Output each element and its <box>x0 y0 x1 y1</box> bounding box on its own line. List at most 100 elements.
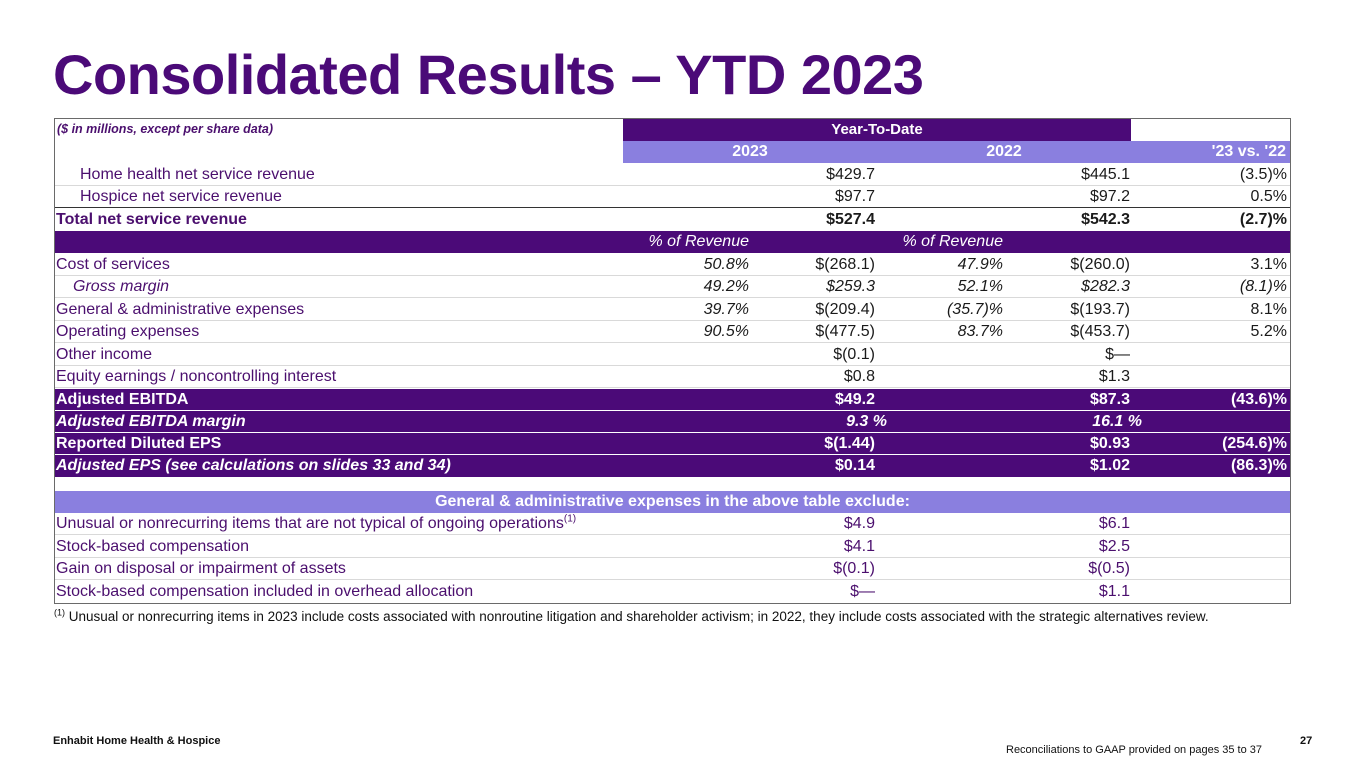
row-label: Gross margin <box>73 278 170 295</box>
exclusions-header: General & administrative expenses in the… <box>55 491 1290 513</box>
column-header-row: 2023 2022 '23 vs. '22 <box>623 141 1290 163</box>
row-label: Stock-based compensation <box>56 538 249 555</box>
value-change: 3.1% <box>1250 256 1287 273</box>
value-2022: $1.1 <box>1098 583 1130 600</box>
value-2022: $542.3 <box>1081 211 1130 228</box>
table-header-row: ($ in millions, except per share data) Y… <box>55 119 1290 141</box>
table-row: Hospice net service revenue $97.7 $97.2 … <box>55 186 1290 208</box>
pct-2023: 49.2% <box>703 278 749 295</box>
table-row: Gross margin 49.2% $259.3 52.1% $282.3 (… <box>55 276 1290 298</box>
row-label: Reported Diluted EPS <box>56 435 222 452</box>
table-row-highlight: Adjusted EPS (see calculations on slides… <box>55 455 1290 477</box>
value-2022: $6.1 <box>1098 515 1130 532</box>
value-2022: $2.5 <box>1098 538 1130 555</box>
table-row: Unusual or nonrecurring items that are n… <box>55 513 1290 535</box>
value-2023: $0.14 <box>834 457 875 474</box>
table-row: Other income $(0.1) $— <box>55 344 1290 366</box>
row-label: Gain on disposal or impairment of assets <box>56 560 346 577</box>
value-change: (86.3)% <box>1230 457 1287 474</box>
col-2022-header: 2022 <box>986 143 1022 160</box>
value-change: 0.5% <box>1250 188 1287 205</box>
row-label-text: Unusual or nonrecurring items that are n… <box>56 515 564 532</box>
value-2023: $0.8 <box>843 368 875 385</box>
page-number: 27 <box>1300 735 1313 747</box>
value-2023: $429.7 <box>826 166 875 183</box>
value-change: (43.6)% <box>1230 391 1287 408</box>
pct-2023: 50.8% <box>703 256 749 273</box>
row-label: Cost of services <box>56 256 170 273</box>
footer-company: Enhabit Home Health & Hospice <box>53 735 221 747</box>
pct-2022: 47.9% <box>957 256 1003 273</box>
pct-2023: 39.7% <box>703 301 749 318</box>
value-2023: $97.7 <box>834 188 875 205</box>
value-change: (8.1)% <box>1239 278 1287 295</box>
table-row: Home health net service revenue $429.7 $… <box>55 164 1290 186</box>
table-row: Stock-based compensation included in ove… <box>55 581 1290 603</box>
table-row: Cost of services 50.8% $(268.1) 47.9% $(… <box>55 254 1290 276</box>
row-label: Equity earnings / noncontrolling interes… <box>56 368 337 385</box>
footer-note: Reconciliations to GAAP provided on page… <box>1006 744 1263 756</box>
table-row: General & administrative expenses 39.7% … <box>55 299 1290 321</box>
page-title: Consolidated Results – YTD 2023 <box>53 43 924 106</box>
row-label: Adjusted EBITDA <box>56 391 189 408</box>
row-label: Total net service revenue <box>56 211 247 228</box>
col-change-header: '23 vs. '22 <box>1211 143 1286 160</box>
row-label: Operating expenses <box>56 323 200 340</box>
pct-header-2022: % of Revenue <box>902 233 1003 250</box>
pct-2023: 90.5% <box>703 323 749 340</box>
value-change: (3.5)% <box>1239 166 1287 183</box>
table-row-highlight: Adjusted EBITDA $49.2 $87.3 (43.6)% <box>55 389 1290 411</box>
value-change: (254.6)% <box>1222 435 1287 452</box>
value-2022: $282.3 <box>1081 278 1130 295</box>
value-2023: $(0.1) <box>833 560 875 577</box>
table-row-highlight: Adjusted EBITDA margin 9.3 % 16.1 % <box>55 411 1290 433</box>
row-label: Stock-based compensation included in ove… <box>56 583 474 600</box>
row-label: Adjusted EPS (see calculations on slides… <box>56 457 451 474</box>
value-change: 5.2% <box>1250 323 1287 340</box>
results-table: ($ in millions, except per share data) Y… <box>54 118 1291 604</box>
value-2022: $— <box>1105 346 1130 363</box>
table-row: Operating expenses 90.5% $(477.5) 83.7% … <box>55 321 1290 343</box>
value-2023: $4.1 <box>843 538 875 555</box>
value-2023: $259.3 <box>826 278 875 295</box>
pct-header-2023: % of Revenue <box>648 233 749 250</box>
value-2023: $49.2 <box>834 391 875 408</box>
row-label: Hospice net service revenue <box>80 188 282 205</box>
value-2022: $0.93 <box>1089 435 1130 452</box>
value-change: (2.7)% <box>1239 211 1287 228</box>
row-label: Unusual or nonrecurring items that are n… <box>56 513 576 535</box>
pct-2022: (35.7)% <box>946 301 1003 318</box>
value-2023: $(268.1) <box>815 256 875 273</box>
row-label: Home health net service revenue <box>80 166 315 183</box>
value-2023: $— <box>850 583 875 600</box>
value-2022: 16.1 % <box>1092 413 1142 430</box>
table-row: Gain on disposal or impairment of assets… <box>55 558 1290 580</box>
unit-note: ($ in millions, except per share data) <box>57 122 274 136</box>
pct-2022: 83.7% <box>957 323 1003 340</box>
value-2022: $87.3 <box>1089 391 1130 408</box>
value-2022: $97.2 <box>1089 188 1130 205</box>
value-2023: $(1.44) <box>824 435 875 452</box>
value-2022: $(0.5) <box>1088 560 1130 577</box>
table-row: Equity earnings / noncontrolling interes… <box>55 366 1290 388</box>
value-2023: 9.3 % <box>846 413 887 430</box>
value-2023: $527.4 <box>826 211 875 228</box>
table-row-total: Total net service revenue $527.4 $542.3 … <box>55 209 1290 231</box>
footnote-ref: (1) <box>563 513 577 525</box>
value-2022: $(193.7) <box>1070 301 1130 318</box>
row-label: Other income <box>56 346 153 363</box>
footnote-marker: (1) <box>54 607 65 618</box>
value-2022: $(453.7) <box>1070 323 1130 340</box>
table-row-highlight: Reported Diluted EPS $(1.44) $0.93 (254.… <box>55 433 1290 455</box>
col-2023-header: 2023 <box>732 143 768 160</box>
value-change: 8.1% <box>1250 301 1287 318</box>
footnote-text: Unusual or nonrecurring items in 2023 in… <box>68 609 1209 624</box>
value-2022: $(260.0) <box>1070 256 1130 273</box>
period-header: Year-To-Date <box>623 119 1131 141</box>
value-2022: $1.3 <box>1098 368 1130 385</box>
value-2022: $1.02 <box>1089 457 1130 474</box>
row-label: General & administrative expenses <box>56 301 305 318</box>
value-2023: $(209.4) <box>815 301 875 318</box>
value-2023: $4.9 <box>843 515 875 532</box>
row-label: Adjusted EBITDA margin <box>56 413 246 430</box>
